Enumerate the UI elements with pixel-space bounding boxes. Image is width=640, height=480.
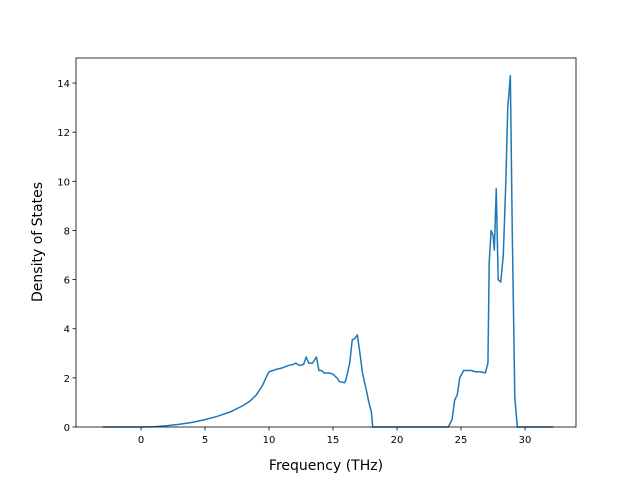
y-tick-label: 12 xyxy=(57,128,70,139)
x-tick-label: 5 xyxy=(202,435,208,446)
y-tick-label: 10 xyxy=(57,177,70,188)
y-tick-label: 8 xyxy=(64,226,70,237)
y-tick-label: 14 xyxy=(57,79,70,90)
x-tick-label: 15 xyxy=(327,435,340,446)
y-tick-label: 2 xyxy=(64,374,70,385)
y-tick-label: 0 xyxy=(64,423,70,434)
x-tick-label: 0 xyxy=(138,435,144,446)
data-line xyxy=(102,74,554,428)
x-tick-label: 20 xyxy=(391,435,404,446)
y-tick-label: 6 xyxy=(64,276,70,287)
plot-frame xyxy=(75,57,577,428)
x-tick-label: 30 xyxy=(519,435,532,446)
y-tick-label: 4 xyxy=(64,325,70,336)
x-tick-label: 10 xyxy=(263,435,276,446)
x-axis-label: Frequency (THz) xyxy=(269,458,383,474)
y-axis-label: Density of States xyxy=(30,182,46,302)
x-tick-label: 25 xyxy=(455,435,468,446)
